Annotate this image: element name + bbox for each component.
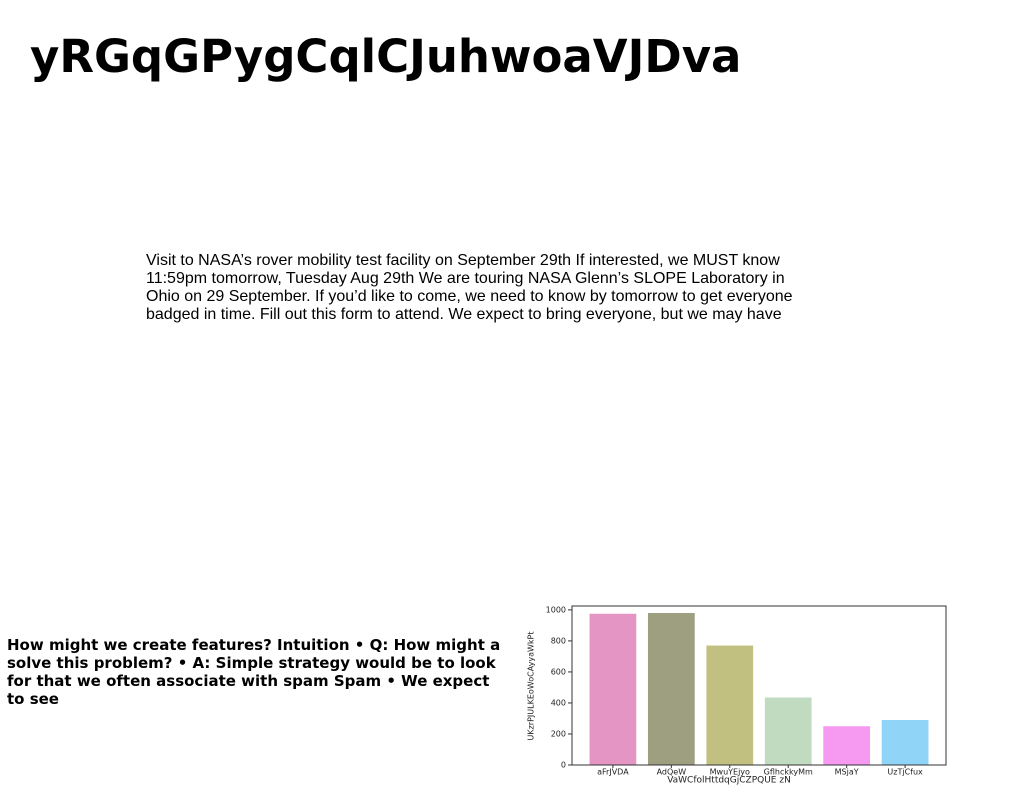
x-tick-label: GflhckkyMm [764,768,813,777]
x-tick-label: UzTjCfux [887,768,923,777]
title: yRGqGPygCqlCJuhwoaVJDva [30,30,742,83]
x-tick-label: aFrJVDA [597,768,629,777]
y-tick-label: 200 [551,729,566,738]
y-label: UKzrPJULKEoWoCAyyaWkPt [527,631,536,740]
y-tick-label: 1000 [546,605,566,614]
plot-frame [571,605,947,766]
x-tick-label: AdQeW [657,768,687,777]
x-tick-label: MSjaY [835,768,859,777]
bar [764,697,812,765]
y-tick-label: 0 [561,761,566,770]
side-text: How might we create features? Intuition … [7,636,501,708]
y-tick-label: 800 [551,636,566,645]
bar [706,645,754,765]
bar [823,726,871,765]
paragraph: Visit to NASA’s rover mobility test faci… [146,252,793,323]
y-tick-label: 600 [551,667,566,676]
x-label: VaWCfolHttdqGjCZPQUE zN [667,776,791,786]
bar [647,612,695,765]
bar [881,720,929,765]
x-tick-label: MwuYEjyo [710,768,750,777]
y-tick-label: 400 [551,698,566,707]
bar [589,613,637,765]
